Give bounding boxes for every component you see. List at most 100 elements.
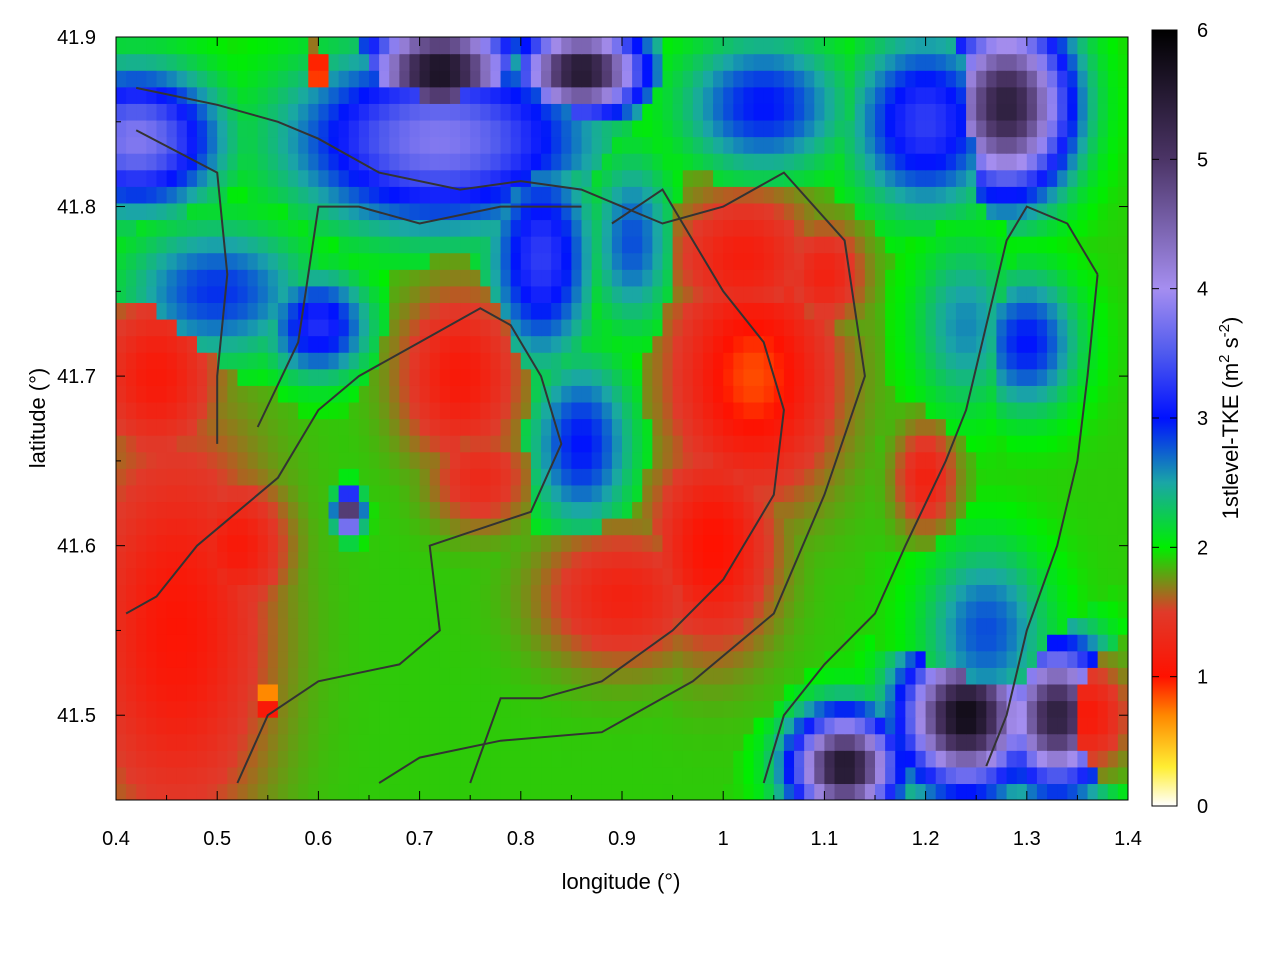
x-tick-label: 0.5 — [203, 828, 231, 850]
heatmap-cell — [409, 119, 421, 138]
heatmap-cell — [318, 501, 330, 519]
heatmap-cell — [490, 717, 502, 735]
heatmap-cell — [996, 401, 1008, 420]
heatmap-cell — [308, 70, 319, 88]
heatmap-cell — [591, 766, 603, 785]
heatmap-cell — [733, 600, 745, 619]
heatmap-cell — [966, 766, 977, 785]
heatmap-cell — [662, 435, 674, 453]
heatmap-cell — [541, 650, 552, 668]
heatmap-cell — [783, 368, 795, 386]
heatmap-cell — [530, 70, 542, 88]
heatmap-cell — [449, 700, 461, 718]
heatmap-cell — [611, 385, 623, 403]
heatmap-cell — [601, 385, 613, 403]
heatmap-cell — [490, 650, 502, 668]
heatmap-cell — [773, 518, 785, 536]
heatmap-cell — [885, 119, 896, 138]
heatmap-cell — [480, 700, 492, 718]
heatmap-cell — [885, 236, 896, 254]
heatmap-cell — [1107, 252, 1119, 270]
heatmap-cell — [854, 119, 866, 138]
heatmap-cell — [227, 534, 239, 552]
heatmap-cell — [490, 468, 502, 486]
heatmap-cell — [449, 468, 461, 486]
heatmap-cell — [591, 650, 603, 668]
heatmap-cell — [561, 219, 572, 237]
heatmap-cell — [1087, 335, 1099, 353]
heatmap-cell — [733, 683, 745, 702]
heatmap-cell — [652, 518, 664, 536]
heatmap-cell — [864, 418, 876, 436]
heatmap-cell — [409, 103, 421, 121]
heatmap-cell — [551, 202, 562, 221]
heatmap-cell — [409, 750, 421, 768]
heatmap-cell — [935, 567, 947, 585]
heatmap-cell — [1097, 766, 1109, 785]
heatmap-cell — [915, 551, 927, 569]
heatmap-cell — [490, 37, 502, 55]
heatmap-cell — [864, 750, 876, 768]
heatmap-cell — [713, 584, 724, 602]
heatmap-cell — [794, 236, 805, 254]
heatmap-cell — [632, 518, 643, 536]
heatmap-cell — [338, 385, 350, 403]
heatmap-cell — [875, 86, 886, 104]
heatmap-cell — [470, 186, 481, 204]
heatmap-cell — [1006, 484, 1018, 503]
heatmap-cell — [530, 551, 542, 569]
heatmap-cell — [561, 468, 572, 486]
heatmap-cell — [1036, 186, 1048, 204]
heatmap-cell — [267, 733, 279, 751]
heatmap-cell — [217, 451, 228, 469]
heatmap-cell — [561, 567, 572, 585]
heatmap-cell — [824, 401, 836, 420]
heatmap-cell — [935, 37, 947, 55]
heatmap-cell — [1077, 600, 1089, 619]
heatmap-cell — [500, 136, 512, 154]
heatmap-cell — [166, 53, 178, 71]
heatmap-cell — [358, 153, 370, 171]
heatmap-cell — [1016, 418, 1028, 436]
heatmap-cell — [217, 683, 228, 702]
heatmap-cell — [551, 667, 562, 685]
heatmap-cell — [723, 435, 734, 453]
heatmap-cell — [449, 53, 461, 71]
heatmap-cell — [1117, 435, 1128, 453]
heatmap-cell — [844, 219, 856, 237]
heatmap-cell — [783, 783, 795, 800]
heatmap-cell — [895, 352, 906, 370]
heatmap-cell — [905, 169, 917, 187]
heatmap-cell — [581, 219, 593, 237]
heatmap-cell — [500, 368, 512, 386]
heatmap-cell — [207, 335, 218, 353]
heatmap-cell — [763, 302, 775, 320]
heatmap-cell — [288, 733, 299, 751]
heatmap-cell — [966, 600, 977, 619]
heatmap-cell — [358, 285, 370, 303]
heatmap-cell — [996, 186, 1008, 204]
heatmap-cell — [905, 318, 917, 337]
heatmap-cell — [308, 103, 319, 121]
heatmap-cell — [622, 783, 633, 800]
heatmap-cell — [257, 186, 269, 204]
heatmap-cell — [358, 70, 370, 88]
heatmap-cell — [682, 783, 694, 800]
heatmap-cell — [308, 335, 319, 353]
heatmap-cell — [743, 783, 755, 800]
heatmap-cell — [500, 285, 512, 303]
heatmap-cell — [1036, 567, 1048, 585]
heatmap-cell — [935, 318, 947, 337]
heatmap-cell — [1026, 202, 1038, 221]
heatmap-cell — [419, 567, 431, 585]
heatmap-cell — [945, 103, 957, 121]
y-axis-ticks: 41.541.641.741.841.9 — [57, 27, 1128, 801]
heatmap-cell — [409, 435, 421, 453]
heatmap-cell — [713, 318, 724, 337]
heatmap-cell — [885, 617, 896, 635]
heatmap-cell — [723, 53, 734, 71]
heatmap-cell — [854, 368, 866, 386]
heatmap-cell — [622, 534, 633, 552]
heatmap-cell — [318, 551, 330, 569]
